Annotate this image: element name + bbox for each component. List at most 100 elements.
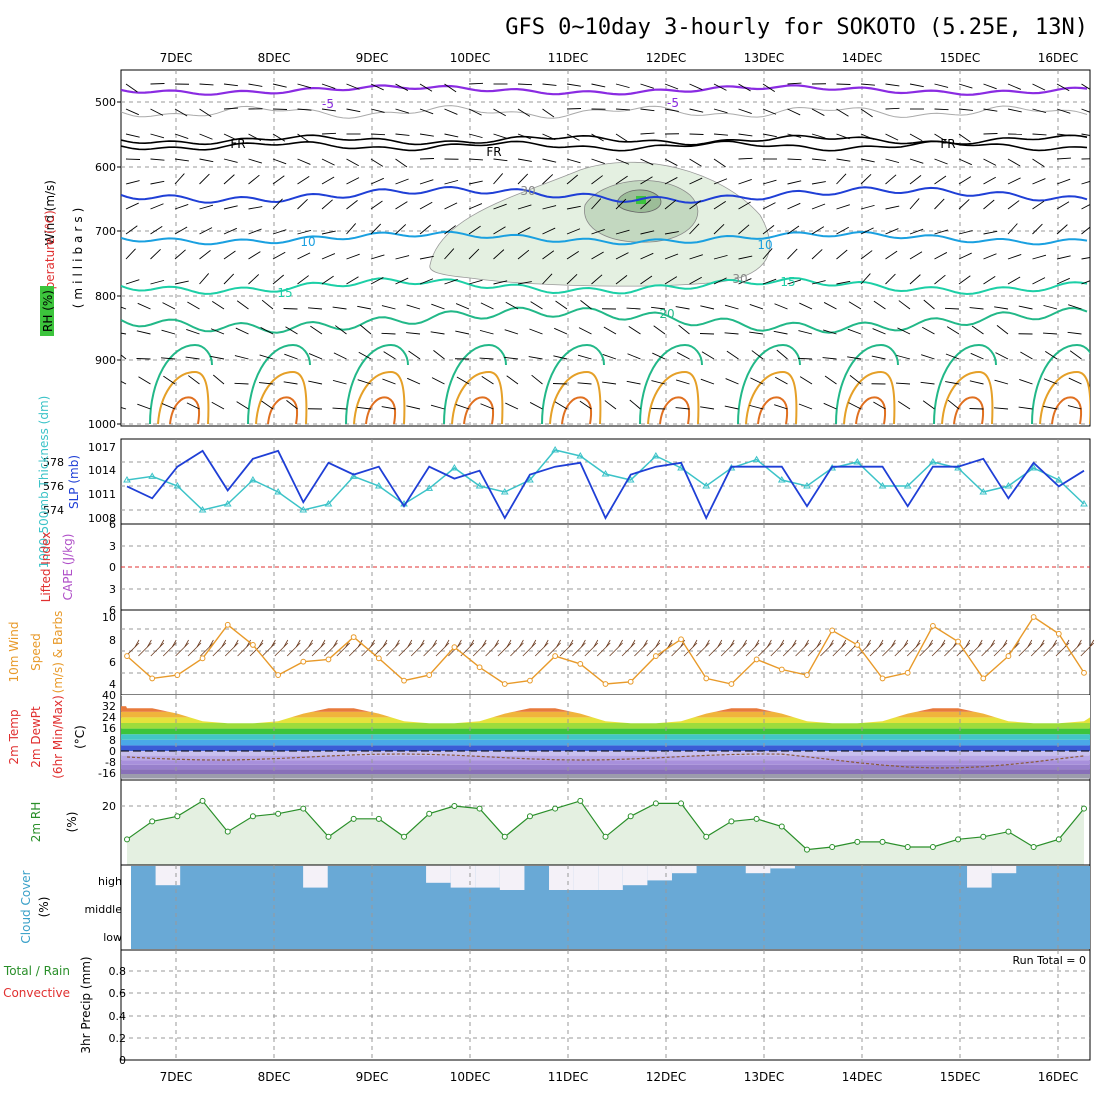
wind-barb xyxy=(787,158,802,161)
wind-barb xyxy=(444,225,456,235)
rh2m-point xyxy=(1030,844,1037,851)
wind-barb xyxy=(787,82,802,85)
wind-barb xyxy=(762,248,773,260)
wind-barb xyxy=(591,229,605,235)
wind-barb xyxy=(591,274,603,285)
wind-barb xyxy=(174,280,189,285)
wind-barb xyxy=(321,108,336,112)
wind-barb xyxy=(824,375,837,385)
wind-barb xyxy=(493,158,508,162)
wind-barb xyxy=(787,180,802,185)
wind-barb xyxy=(357,305,372,310)
wind-barb xyxy=(909,83,924,88)
wind10-point xyxy=(174,672,181,678)
wind-barb xyxy=(468,248,480,260)
cape-tick: 0 xyxy=(109,561,116,574)
wind-barb xyxy=(406,332,421,335)
wind-barb xyxy=(187,301,200,310)
wind-barb xyxy=(822,357,837,360)
wind10-barb-flag xyxy=(444,639,450,648)
wind10-barb-flag xyxy=(692,639,698,648)
wind-barb xyxy=(749,404,764,410)
wind-barb xyxy=(664,108,679,112)
wind-barb xyxy=(517,108,531,117)
temp-tick: -8 xyxy=(105,756,116,769)
wind10-barb-flag xyxy=(767,639,772,648)
cloud-panel: high middle low Cloud Cover (%) xyxy=(19,864,1091,951)
wind-barb xyxy=(517,83,533,86)
wind-barb xyxy=(896,382,911,385)
contour-label: -5 xyxy=(667,96,679,110)
wind-barb xyxy=(923,299,935,310)
wind-barb xyxy=(983,275,996,285)
contour-30-surface xyxy=(365,396,397,425)
thickness-point xyxy=(274,488,282,495)
wind10-barb-flag xyxy=(196,639,202,648)
wind-barb xyxy=(174,158,189,162)
wind10-barb-flag xyxy=(581,639,586,648)
wind-barb xyxy=(174,133,189,139)
wind-barb xyxy=(419,201,433,210)
wind10-tick: 6 xyxy=(109,656,116,669)
wind-barb xyxy=(542,133,556,141)
wind-barb xyxy=(261,299,274,310)
wind-barb xyxy=(236,300,249,310)
wind-barb xyxy=(468,158,483,161)
rh2m-point xyxy=(577,797,584,804)
dewpoint-band xyxy=(121,760,1090,765)
wind-barb xyxy=(419,83,433,92)
rh2m-point xyxy=(929,844,936,851)
cape-tick: 3 xyxy=(109,583,116,596)
thickness-point xyxy=(853,458,862,465)
wind10-barb xyxy=(336,642,351,657)
contour-25-surface xyxy=(353,370,406,425)
wind10-barb-flag xyxy=(283,639,289,648)
wind-barb xyxy=(419,224,432,235)
contour-20-surface xyxy=(443,343,507,425)
cloud-bars xyxy=(131,866,1090,949)
rh2m-point xyxy=(325,833,332,840)
wind10-barb xyxy=(584,642,599,657)
wind-barb xyxy=(909,175,922,185)
wind-barb xyxy=(652,352,666,360)
contour-30-surface xyxy=(561,396,593,425)
thickness-point xyxy=(450,464,459,471)
wind-barb xyxy=(725,378,739,385)
wind-barb xyxy=(383,351,396,360)
wind-barb xyxy=(321,158,335,166)
wind-barb xyxy=(983,199,995,210)
wind10-barb xyxy=(782,642,797,657)
contour-5 xyxy=(121,185,1088,204)
rh2m-point xyxy=(778,823,785,830)
wind10-barb xyxy=(621,642,636,657)
wind-barb xyxy=(701,351,715,360)
wind10-barb-flag xyxy=(928,639,933,648)
thickness-point xyxy=(500,488,509,495)
wind-barb xyxy=(1056,133,1071,137)
y-tick-label: 600 xyxy=(95,161,116,174)
wind-barb xyxy=(455,404,470,410)
wind-barb xyxy=(1043,332,1058,335)
wind-barb xyxy=(1056,255,1071,260)
wind-barb xyxy=(1043,304,1058,310)
cloud-levels: high middle low xyxy=(84,875,122,944)
cloud-high-bar xyxy=(475,866,500,888)
wind-barb xyxy=(602,381,617,385)
rh-shading xyxy=(429,161,770,287)
wind-barb xyxy=(259,354,274,360)
wind-barb xyxy=(713,254,728,260)
wind10-barb-flag xyxy=(729,639,735,648)
wind-barb xyxy=(1032,277,1046,285)
wind-barb xyxy=(332,407,347,410)
contour-20-surface xyxy=(639,343,703,425)
cloud-grid xyxy=(175,865,1059,950)
rh2m-ticks: 20 xyxy=(102,800,116,813)
wind-barb xyxy=(297,133,310,143)
wind10-barb-flag xyxy=(531,639,537,648)
wind10-barb-flag xyxy=(754,639,760,648)
wind-barb xyxy=(480,302,494,310)
wind-barb xyxy=(566,250,579,260)
contour-25-surface xyxy=(1039,370,1090,425)
wind-barb xyxy=(1032,254,1047,260)
wind-barb xyxy=(272,133,286,142)
